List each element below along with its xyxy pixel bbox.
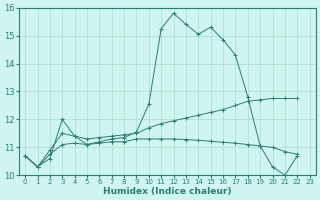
- X-axis label: Humidex (Indice chaleur): Humidex (Indice chaleur): [103, 187, 232, 196]
